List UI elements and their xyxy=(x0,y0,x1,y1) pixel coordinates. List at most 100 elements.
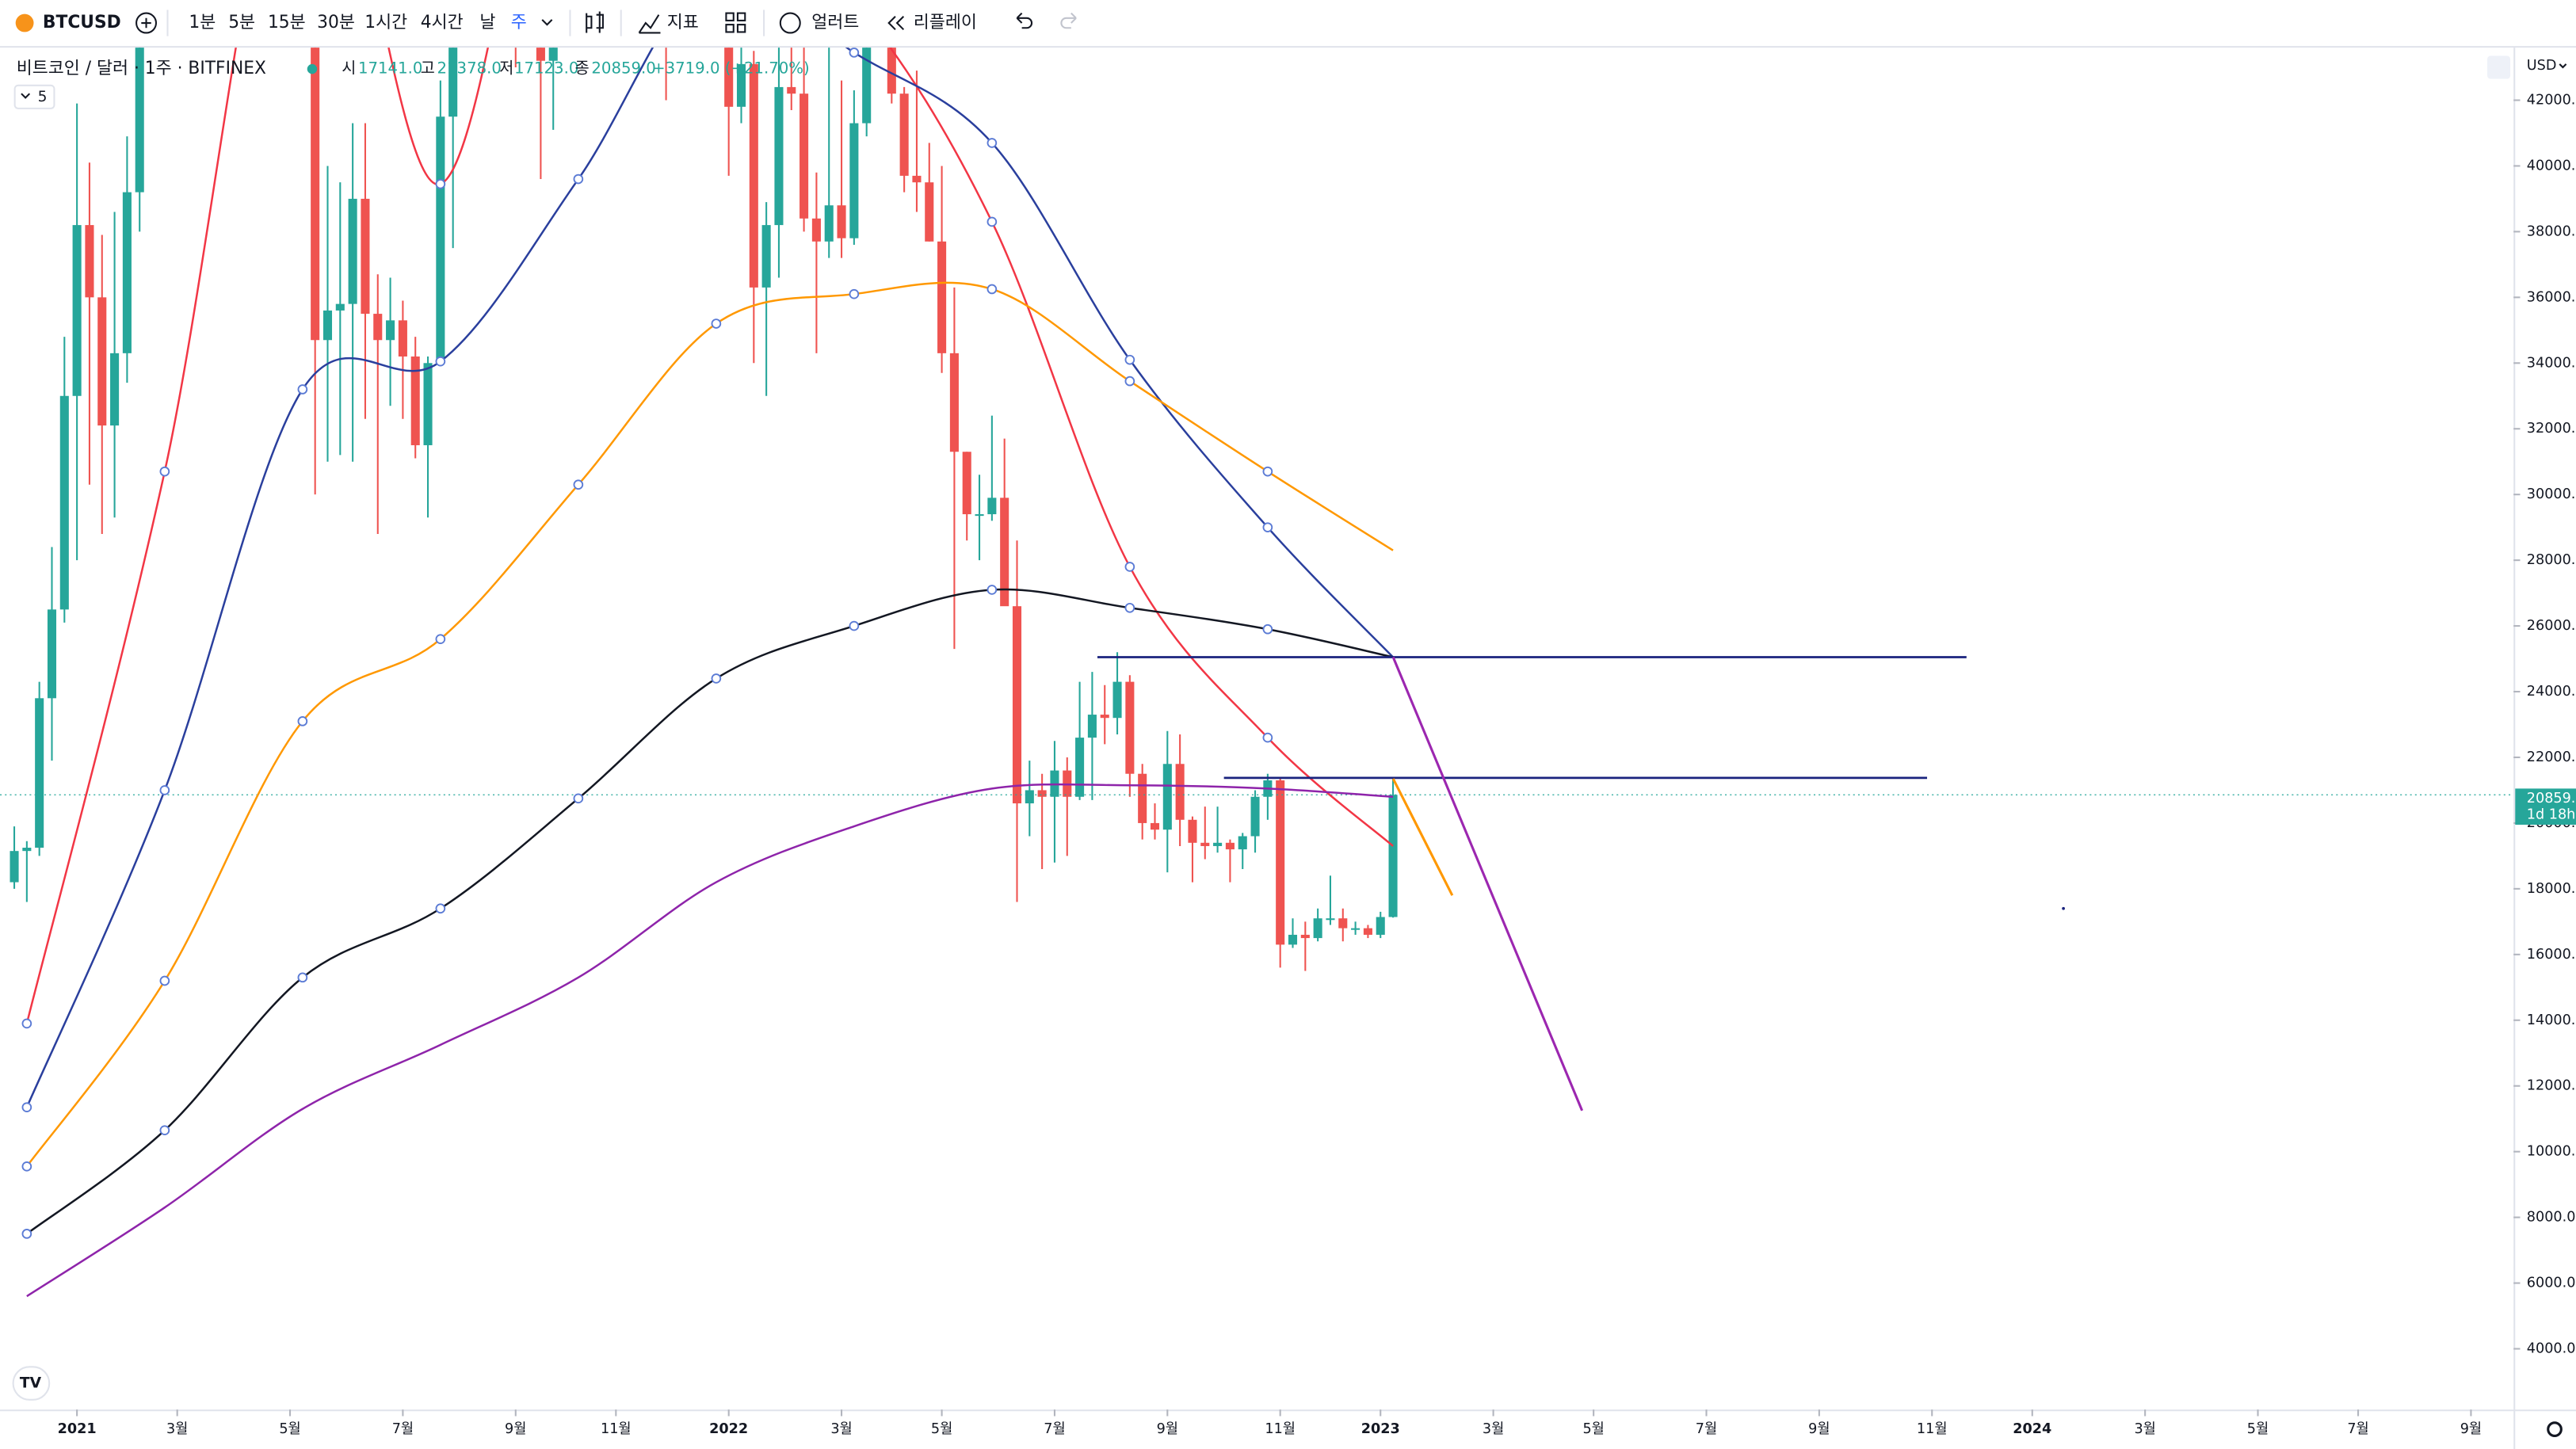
collapse-button[interactable] xyxy=(13,84,55,109)
candle-body xyxy=(122,192,132,353)
x-tick-label: 11월 xyxy=(1917,1421,1948,1437)
interval[interactable]: 15분 xyxy=(268,13,306,32)
y-tick-label: 18000.0 xyxy=(2527,881,2576,897)
line-marker xyxy=(21,1229,32,1239)
layout-button[interactable] xyxy=(725,12,735,21)
redo-button[interactable] xyxy=(1060,12,1077,29)
candle-body xyxy=(724,48,734,107)
alert-button[interactable]: 얼러트 xyxy=(811,13,859,32)
trend-line[interactable] xyxy=(1391,656,1584,1112)
candle-body xyxy=(1162,764,1172,830)
y-tick-label: 28000.0 xyxy=(2527,552,2576,568)
candle-body xyxy=(1188,819,1197,843)
candle-body xyxy=(1000,498,1009,607)
line-marker xyxy=(573,793,584,804)
indicator-count: 5 xyxy=(38,89,48,105)
y-tick-label: 24000.0 xyxy=(2527,684,2576,700)
currency[interactable]: USD xyxy=(2527,58,2557,74)
line-marker xyxy=(1262,732,1273,743)
price-axis: 4000.0 6000.0 8000.0 10000.0 12000.0 14000.0 1… xyxy=(2513,92,2576,1357)
candle-body xyxy=(937,241,947,353)
plot-area xyxy=(0,48,2514,1298)
line-marker xyxy=(21,1161,32,1172)
replay-button[interactable]: 리플레이 xyxy=(914,13,977,32)
price-tag-countdown: 1d 18h xyxy=(2527,807,2576,823)
line-marker xyxy=(435,903,446,914)
candle-body xyxy=(1138,773,1147,823)
line-marker xyxy=(297,384,308,395)
x-tick-label: 2021 xyxy=(58,1421,97,1437)
candle-body xyxy=(1288,934,1298,945)
line-marker xyxy=(21,1102,32,1112)
interval[interactable]: 1분 xyxy=(189,13,216,32)
candle-body xyxy=(1037,790,1047,797)
candle-body xyxy=(849,123,859,238)
line-marker xyxy=(711,318,722,329)
candle-body xyxy=(398,320,407,357)
chevron xyxy=(21,93,31,99)
x-tick-label: 9월 xyxy=(505,1421,526,1437)
settings-button[interactable] xyxy=(2547,1421,2563,1437)
line-marker xyxy=(159,785,170,795)
replay-icon xyxy=(887,16,905,31)
candle-body xyxy=(1376,917,1385,935)
line-marker xyxy=(849,620,860,631)
interval-active[interactable]: 주 xyxy=(511,13,527,32)
legend-value: 20859.0 xyxy=(591,59,655,78)
line-marker xyxy=(435,634,446,644)
market-status xyxy=(307,63,318,74)
undo-button[interactable] xyxy=(1016,12,1033,29)
y-tick-label: 32000.0 xyxy=(2527,421,2576,437)
y-tick-label: 14000.0 xyxy=(2527,1012,2576,1028)
candle-body xyxy=(536,48,545,61)
symbol[interactable]: BTCUSD xyxy=(43,13,121,32)
y-tick-label: 10000.0 xyxy=(2527,1144,2576,1160)
y-tick-label: 30000.0 xyxy=(2527,486,2576,502)
chart-type-button[interactable] xyxy=(586,11,604,33)
legend-title[interactable]: 비트코인 / 달러 · 1주 · BITFINEX xyxy=(17,59,266,78)
candle-body xyxy=(800,93,809,219)
candle-body xyxy=(1012,606,1022,804)
candle-body xyxy=(448,48,458,117)
interval[interactable]: 30분 xyxy=(317,13,355,32)
line-marker xyxy=(435,178,446,189)
candle-body xyxy=(1025,790,1034,804)
candle-body xyxy=(1276,780,1285,945)
interval[interactable]: 4시간 xyxy=(421,13,464,32)
interval[interactable]: 5분 xyxy=(228,13,255,32)
x-tick-label: 2023 xyxy=(1361,1421,1400,1437)
x-tick-label: 11월 xyxy=(601,1421,632,1437)
line-marker xyxy=(987,284,998,295)
layout-icon xyxy=(736,24,746,33)
candle-body xyxy=(975,514,984,517)
interval[interactable]: 날 xyxy=(479,13,495,32)
interval[interactable]: 1시간 xyxy=(364,13,407,32)
candle-body xyxy=(410,356,420,445)
y-tick-label: 42000.0 xyxy=(2527,92,2576,108)
layout-icon xyxy=(725,24,735,33)
candle-body xyxy=(373,314,383,341)
logo[interactable] xyxy=(12,1366,51,1401)
moving-average-line xyxy=(25,48,1394,1024)
candle-body xyxy=(548,48,558,61)
compare-button[interactable] xyxy=(135,12,158,34)
trend-line[interactable] xyxy=(1391,778,1454,896)
candle-body xyxy=(774,86,784,226)
candle-body xyxy=(761,225,771,288)
x-tick-label: 3월 xyxy=(1483,1421,1504,1437)
interval-dropdown[interactable] xyxy=(541,19,553,26)
candle-body xyxy=(311,48,320,341)
candle-body xyxy=(1200,842,1210,846)
line-marker xyxy=(849,288,860,299)
legend-value: 21378.0 xyxy=(437,59,502,78)
line-marker xyxy=(1124,354,1135,365)
legend-label: 고 xyxy=(421,59,435,78)
price-tag-value: 20859.0 xyxy=(2527,791,2576,806)
line-marker xyxy=(1262,623,1273,635)
candle-body xyxy=(1213,842,1223,846)
indicators-button[interactable]: 지표 xyxy=(667,13,699,32)
settings-box[interactable] xyxy=(2487,55,2511,79)
candle-body xyxy=(1150,822,1160,830)
x-tick-label: 3월 xyxy=(166,1421,188,1437)
candle-body xyxy=(1338,918,1348,929)
